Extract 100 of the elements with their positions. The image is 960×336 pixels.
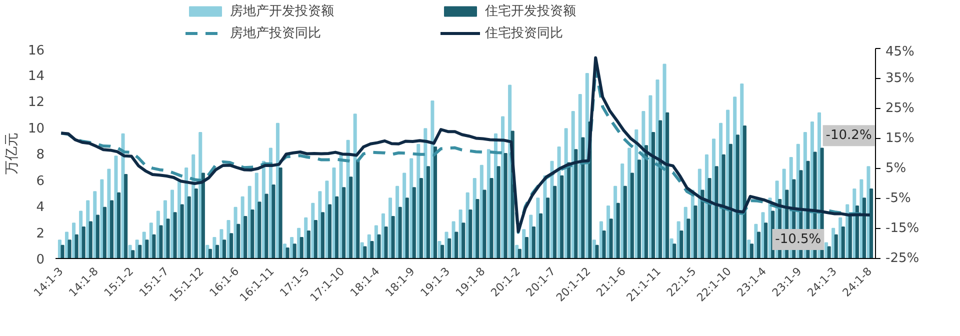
bar	[567, 162, 571, 258]
bar	[96, 214, 100, 258]
bar	[862, 198, 866, 258]
bar	[518, 248, 522, 258]
bar	[320, 212, 325, 258]
bar	[468, 209, 472, 258]
bar	[370, 240, 374, 258]
bar	[405, 198, 409, 258]
bar	[306, 230, 310, 258]
bar	[742, 125, 746, 258]
legend-label: 房地产投资同比	[230, 25, 322, 42]
y-tick-label: 0	[36, 252, 45, 268]
y2-tick-label: 5%	[886, 161, 906, 176]
bar	[82, 226, 86, 258]
bar	[377, 234, 381, 258]
y2-tick-label: -25%	[886, 251, 920, 266]
bar	[637, 160, 641, 258]
bar	[855, 206, 859, 258]
bar	[173, 212, 177, 258]
bar	[700, 190, 704, 258]
bar	[764, 222, 768, 258]
bar	[258, 202, 262, 258]
bar	[292, 244, 296, 258]
bar	[574, 149, 578, 258]
bar	[363, 246, 367, 258]
bar	[114, 156, 118, 258]
annotation: -10.5%	[775, 232, 822, 247]
y-tick-label: 6	[36, 174, 45, 189]
bar	[152, 234, 156, 258]
y2-tick-label: 45%	[886, 44, 914, 60]
bar	[93, 191, 97, 258]
y-tick-label: 2	[36, 226, 45, 242]
bar	[433, 146, 438, 258]
bar	[623, 186, 627, 258]
bar	[440, 244, 444, 258]
bar	[335, 196, 339, 258]
bar	[145, 240, 149, 258]
bar	[714, 166, 718, 258]
bar	[841, 226, 845, 258]
bar	[644, 145, 648, 258]
legend-label: 房地产开发投资额	[230, 3, 335, 20]
bar	[694, 206, 698, 258]
bar	[658, 120, 662, 258]
bar	[222, 240, 226, 258]
bar	[328, 204, 332, 258]
bar	[166, 218, 170, 258]
bar	[412, 187, 416, 258]
y2-tick-label: 35%	[886, 71, 914, 86]
bar	[532, 226, 536, 258]
bar	[124, 174, 128, 258]
bar	[68, 240, 72, 258]
bar	[102, 206, 106, 258]
bar	[870, 188, 874, 258]
bar	[117, 192, 121, 258]
y2-tick-label: 25%	[886, 101, 914, 116]
bar	[88, 221, 92, 258]
bar	[524, 237, 528, 258]
y2-tick-label: -15%	[886, 221, 920, 236]
legend-label: 住宅开发投资额	[485, 3, 577, 20]
bar	[194, 188, 198, 258]
bar	[756, 232, 761, 258]
bar	[686, 218, 690, 258]
bar	[722, 154, 726, 258]
bar	[553, 186, 557, 258]
bar	[728, 144, 732, 258]
bar	[342, 187, 346, 258]
bar	[278, 167, 282, 258]
bar	[230, 233, 234, 258]
bar	[609, 218, 613, 258]
bar	[314, 220, 318, 258]
bar	[74, 234, 78, 258]
bar	[538, 213, 543, 258]
bar	[138, 244, 142, 258]
legend-label: 住宅投资同比	[485, 25, 564, 42]
bar	[672, 244, 676, 258]
bar	[215, 244, 220, 258]
bar	[201, 172, 205, 258]
bar	[602, 230, 606, 258]
bar	[581, 137, 585, 258]
bar	[827, 246, 831, 258]
bar	[616, 202, 620, 258]
y-tick-label: 4	[36, 200, 45, 215]
bar	[680, 230, 684, 258]
bar	[131, 250, 135, 258]
y-tick-label: 14	[28, 68, 45, 84]
bar	[391, 216, 395, 258]
y2-tick-label: -5%	[886, 191, 911, 206]
bar	[159, 225, 163, 258]
bar	[187, 196, 191, 258]
bar	[356, 160, 360, 258]
bar	[426, 166, 430, 258]
bar	[652, 132, 656, 258]
bar	[272, 184, 276, 258]
bar	[448, 238, 452, 258]
bar	[560, 175, 564, 258]
bar	[750, 244, 754, 258]
y-tick-label: 10	[28, 121, 45, 136]
bar	[848, 216, 852, 258]
bar	[666, 112, 670, 258]
bar	[110, 200, 114, 258]
